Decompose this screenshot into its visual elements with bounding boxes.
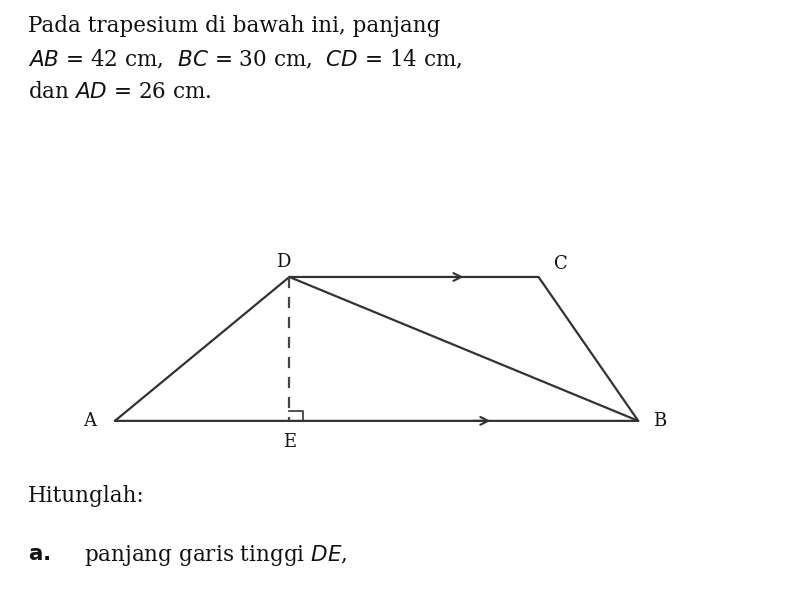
Text: $AB$ = 42 cm,  $BC$ = 30 cm,  $CD$ = 14 cm,: $AB$ = 42 cm, $BC$ = 30 cm, $CD$ = 14 cm…: [28, 48, 462, 71]
Text: Pada trapesium di bawah ini, panjang: Pada trapesium di bawah ini, panjang: [28, 15, 440, 37]
Text: E: E: [282, 434, 296, 452]
Text: B: B: [652, 412, 666, 430]
Text: $\mathbf{a.}$: $\mathbf{a.}$: [28, 543, 51, 564]
Text: A: A: [83, 412, 96, 430]
Text: Hitunglah:: Hitunglah:: [28, 485, 144, 507]
Text: C: C: [553, 256, 566, 273]
Text: panjang garis tinggi $DE$,: panjang garis tinggi $DE$,: [84, 543, 347, 567]
Text: D: D: [276, 253, 290, 271]
Text: dan $AD$ = 26 cm.: dan $AD$ = 26 cm.: [28, 81, 212, 103]
